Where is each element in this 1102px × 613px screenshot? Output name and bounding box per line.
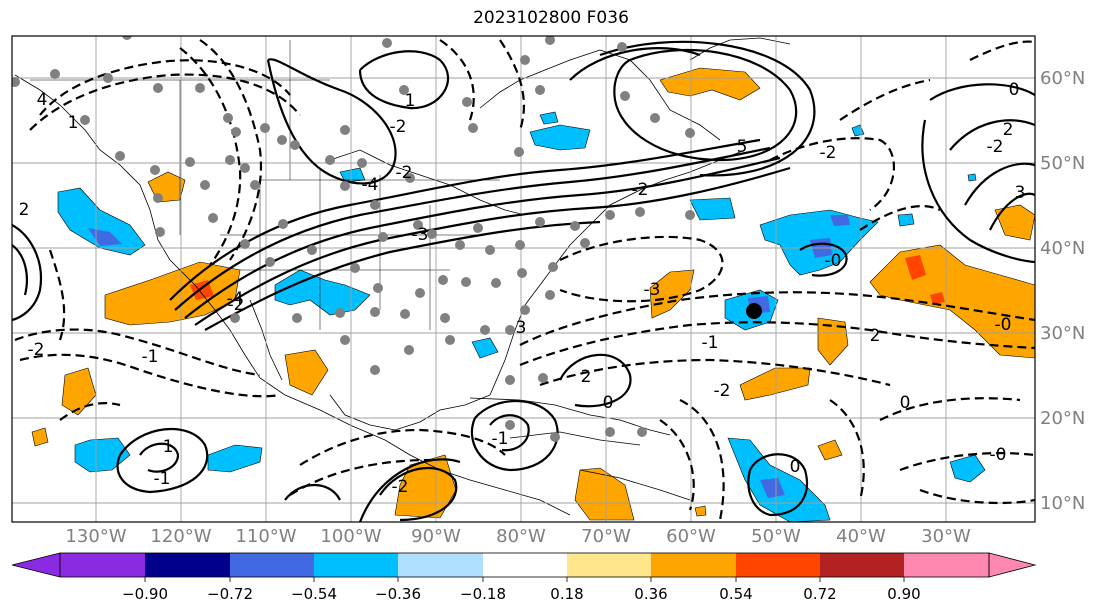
svg-text:100°W: 100°W	[320, 526, 381, 547]
svg-text:3: 3	[1015, 183, 1026, 203]
svg-text:−0.36: −0.36	[375, 585, 421, 603]
svg-text:50°N: 50°N	[1040, 153, 1085, 174]
svg-text:-2: -2	[390, 117, 407, 137]
colorbar-tick-labels: −0.90 −0.72 −0.54 −0.36 −0.18 0.18 0.36 …	[122, 585, 921, 603]
svg-text:10°N: 10°N	[1040, 493, 1085, 514]
colorbar-swatch	[904, 553, 989, 577]
positive-anomaly-fill	[31, 67, 1035, 521]
svg-text:70°W: 70°W	[581, 526, 631, 547]
colorbar-swatch	[736, 553, 820, 577]
svg-text:-0: -0	[825, 251, 842, 271]
colorbar-extend-high	[988, 552, 1037, 578]
graticule	[12, 36, 1035, 522]
svg-text:120°W: 120°W	[150, 526, 211, 547]
svg-text:3: 3	[516, 318, 527, 338]
svg-text:-2: -2	[987, 137, 1004, 157]
colorbar-ticks	[144, 577, 905, 582]
svg-text:40°W: 40°W	[836, 526, 886, 547]
longitude-labels: 130°W 120°W 110°W 100°W 90°W 80°W 70°W 6…	[65, 526, 971, 547]
svg-text:-2: -2	[396, 163, 413, 183]
svg-text:-1: -1	[702, 333, 719, 353]
svg-text:0: 0	[603, 393, 614, 413]
svg-text:2: 2	[581, 367, 592, 387]
svg-text:80°W: 80°W	[496, 526, 546, 547]
svg-text:2: 2	[870, 326, 881, 346]
strong-positive-fill	[190, 255, 945, 304]
svg-text:-4: -4	[227, 289, 244, 309]
svg-text:30°N: 30°N	[1040, 323, 1085, 344]
svg-text:-2: -2	[820, 143, 837, 163]
svg-text:0.36: 0.36	[634, 585, 667, 603]
svg-text:130°W: 130°W	[65, 526, 126, 547]
svg-text:-0: -0	[990, 445, 1007, 465]
svg-text:0: 0	[1009, 80, 1020, 100]
svg-text:90°W: 90°W	[411, 526, 461, 547]
colorbar-swatch	[567, 553, 651, 577]
storm-center-marker	[746, 303, 762, 319]
svg-text:60°N: 60°N	[1040, 68, 1085, 89]
svg-text:-0: -0	[995, 315, 1012, 335]
contour-labels: 4 2 1 -2 -1 -2 -4 -2 1 -2 -3 -3 3 -1 -2 …	[19, 80, 1026, 497]
svg-text:-2: -2	[28, 340, 45, 360]
svg-text:0: 0	[900, 393, 911, 413]
svg-text:0.54: 0.54	[719, 585, 752, 603]
svg-text:-1: -1	[492, 429, 509, 449]
map-title: 2023102800 F036	[473, 8, 629, 28]
svg-text:-1: -1	[154, 469, 171, 489]
svg-text:-1: -1	[142, 347, 159, 367]
svg-text:60°W: 60°W	[666, 526, 716, 547]
svg-text:40°N: 40°N	[1040, 238, 1085, 259]
colorbar-swatch	[820, 553, 904, 577]
colorbar-frame	[59, 552, 990, 578]
svg-text:0.90: 0.90	[887, 585, 920, 603]
svg-text:-3: -3	[644, 280, 661, 300]
svg-text:0: 0	[790, 457, 801, 477]
svg-text:30°W: 30°W	[921, 526, 971, 547]
svg-text:-2: -2	[228, 295, 245, 315]
colorbar-swatch	[651, 553, 736, 577]
svg-text:5: 5	[737, 137, 748, 157]
svg-text:1: 1	[163, 437, 174, 457]
svg-text:-2: -2	[714, 381, 731, 401]
svg-text:0.72: 0.72	[803, 585, 836, 603]
svg-text:2: 2	[19, 200, 30, 220]
svg-text:−0.90: −0.90	[122, 585, 168, 603]
colorbar-swatch	[483, 553, 567, 577]
colorbar-swatch	[314, 553, 398, 577]
colorbar-swatch	[60, 553, 145, 577]
svg-text:1: 1	[405, 91, 416, 111]
svg-text:-3: -3	[412, 225, 429, 245]
solid-contours	[12, 40, 1035, 522]
svg-text:−0.54: −0.54	[291, 585, 337, 603]
svg-text:4: 4	[37, 90, 48, 110]
svg-text:−0.72: −0.72	[207, 585, 253, 603]
svg-text:−0.18: −0.18	[460, 585, 506, 603]
latitude-labels: 60°N 50°N 40°N 30°N 20°N 10°N	[1040, 68, 1085, 514]
svg-text:-2: -2	[392, 477, 409, 497]
svg-text:2: 2	[1003, 120, 1014, 140]
plot-frame	[11, 35, 1036, 523]
svg-text:-4: -4	[362, 175, 379, 195]
svg-text:20°N: 20°N	[1040, 408, 1085, 429]
svg-text:110°W: 110°W	[235, 526, 296, 547]
colorbar-swatch	[230, 553, 314, 577]
station-markers	[12, 36, 695, 442]
colorbar-swatch	[145, 553, 230, 577]
colorbar-swatch	[398, 553, 483, 577]
colorbar-extend-low	[11, 552, 61, 578]
dashed-contours	[14, 39, 1035, 521]
svg-text:50°W: 50°W	[751, 526, 801, 547]
svg-text:0.18: 0.18	[550, 585, 583, 603]
svg-text:-2: -2	[632, 180, 649, 200]
svg-text:1: 1	[68, 113, 79, 133]
colorbar: −0.90 −0.72 −0.54 −0.36 −0.18 0.18 0.36 …	[11, 552, 1037, 603]
